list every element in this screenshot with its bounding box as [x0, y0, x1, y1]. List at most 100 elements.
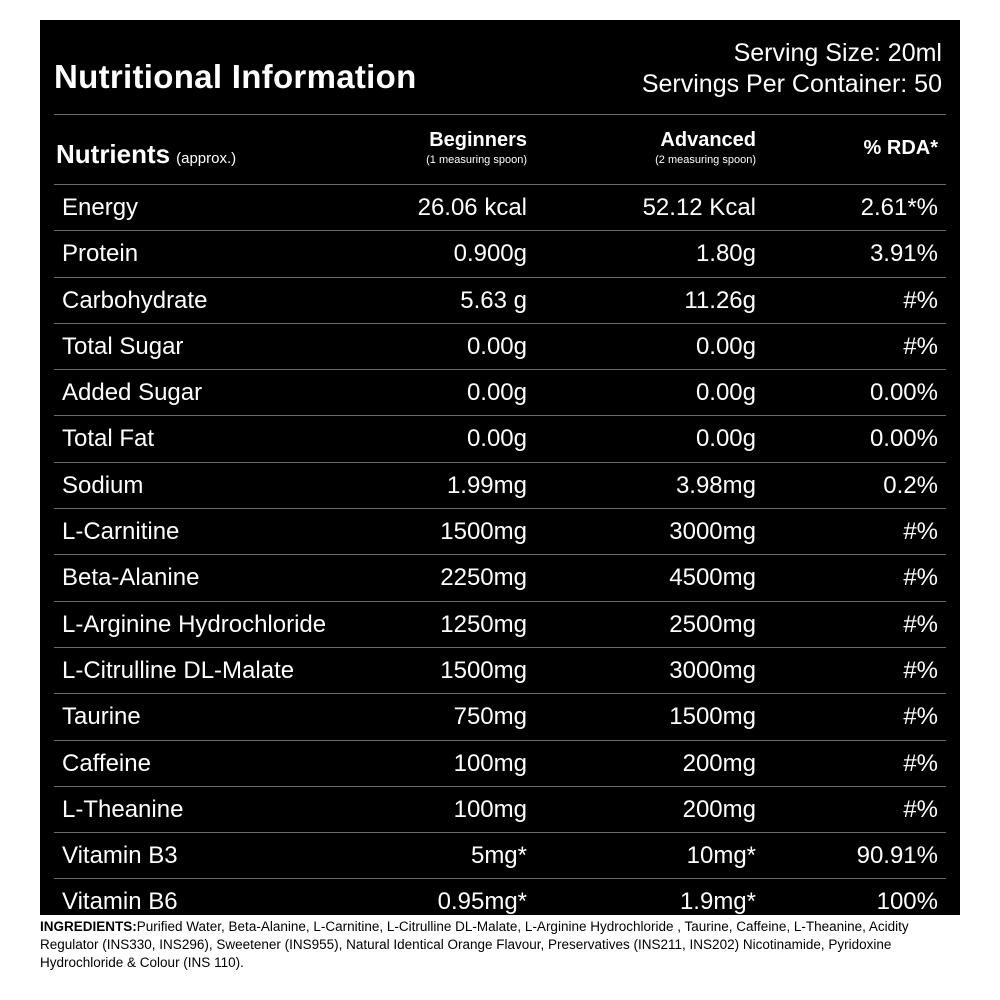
- advanced-value: 3.98mg: [675, 471, 756, 499]
- beginners-sublabel: (1 measuring spoon): [426, 154, 527, 166]
- rda-value: 0.2%: [883, 471, 938, 499]
- ingredients-text: INGREDIENTS:Purified Water, Beta-Alanine…: [40, 918, 965, 972]
- rda-value: #%: [903, 286, 938, 314]
- table-row: L-Arginine Hydrochloride 1250mg 2500mg #%: [54, 600, 946, 647]
- rda-value: #%: [903, 795, 938, 823]
- advanced-value: 200mg: [682, 795, 756, 823]
- rda-value: 0.00%: [869, 379, 938, 407]
- panel-title: Nutritional Information: [54, 58, 417, 95]
- table-row: Energy 26.06 kcal 52.12 Kcal 2.61*%: [54, 184, 946, 230]
- table-header: Nutrients (approx.) Beginners (1 measurin…: [54, 114, 946, 185]
- table-row: L-Theanine 100mg 200mg #%: [54, 785, 946, 832]
- table-row: Carbohydrate 5.63 g 11.26g #%: [54, 276, 946, 323]
- advanced-value: 3000mg: [669, 656, 756, 684]
- nutrient-name: Energy: [62, 194, 139, 221]
- table-row: Beta-Alanine 2250mg 4500mg #%: [54, 554, 946, 600]
- advanced-value: 10mg*: [686, 842, 756, 870]
- serving-size: Serving Size: 20ml: [733, 39, 942, 67]
- rda-label: % RDA*: [863, 137, 938, 159]
- beginners-value: 0.00g: [466, 332, 527, 360]
- beginners-label: Beginners: [429, 129, 527, 151]
- nutrient-table: Energy 26.06 kcal 52.12 Kcal 2.61*% Protein 0…: [54, 184, 946, 925]
- beginners-value: 26.06 kcal: [417, 194, 527, 221]
- beginners-value: 0.95mg*: [437, 888, 527, 916]
- rda-value: #%: [903, 332, 938, 360]
- table-row: Taurine 750mg 1500mg #%: [54, 693, 946, 739]
- beginners-value: 2250mg: [440, 564, 527, 592]
- beginners-column-header: Beginners (1 measuring spoon): [426, 129, 527, 166]
- rda-value: #%: [903, 749, 938, 777]
- rda-value: 2.61*%: [860, 194, 938, 221]
- beginners-value: 1500mg: [440, 518, 527, 546]
- advanced-value: 0.00g: [695, 332, 756, 360]
- nutrient-name: Total Fat: [62, 425, 155, 453]
- nutrient-name: Vitamin B6: [62, 888, 178, 916]
- beginners-value: 0.00g: [466, 425, 527, 453]
- rda-value: #%: [903, 610, 938, 638]
- nutrients-heading: Nutrients (approx.): [56, 139, 236, 170]
- ingredients-list: Purified Water, Beta-Alanine, L-Carnitin…: [40, 919, 909, 970]
- table-row: Added Sugar 0.00g 0.00g 0.00%: [54, 369, 946, 415]
- rda-value: 90.91%: [856, 842, 938, 870]
- nutrient-name: Carbohydrate: [62, 286, 208, 314]
- beginners-value: 100mg: [453, 749, 527, 777]
- advanced-sublabel: (2 measuring spoon): [655, 154, 756, 166]
- advanced-value: 3000mg: [669, 518, 756, 546]
- table-row: L-Citrulline DL-Malate 1500mg 3000mg #%: [54, 646, 946, 693]
- nutrient-name: L-Theanine: [62, 795, 184, 823]
- table-row: Vitamin B6 0.95mg* 1.9mg* 100%: [54, 878, 946, 924]
- advanced-value: 200mg: [682, 749, 756, 777]
- rda-value: #%: [903, 564, 938, 592]
- rda-value: 0.00%: [869, 425, 938, 453]
- ingredients-label: INGREDIENTS:: [40, 919, 137, 934]
- rda-value: 3.91%: [869, 240, 938, 268]
- nutrient-name: Total Sugar: [62, 332, 184, 360]
- beginners-value: 1250mg: [440, 610, 527, 638]
- beginners-value: 750mg: [453, 703, 527, 731]
- nutrition-panel: Nutritional Information Serving Size: 20…: [40, 20, 960, 915]
- advanced-value: 4500mg: [669, 564, 756, 592]
- beginners-value: 5mg*: [470, 842, 527, 870]
- nutrient-name: L-Carnitine: [62, 518, 180, 546]
- rda-value: #%: [903, 703, 938, 731]
- advanced-value: 0.00g: [695, 379, 756, 407]
- advanced-value: 0.00g: [695, 425, 756, 453]
- nutrient-name: Taurine: [62, 703, 141, 731]
- table-row: Sodium 1.99mg 3.98mg 0.2%: [54, 461, 946, 508]
- advanced-label: Advanced: [660, 129, 756, 151]
- table-row: Protein 0.900g 1.80g 3.91%: [54, 230, 946, 276]
- table-row: Total Fat 0.00g 0.00g 0.00%: [54, 415, 946, 461]
- rda-value: 100%: [876, 888, 938, 916]
- rda-value: #%: [903, 518, 938, 546]
- advanced-value: 2500mg: [669, 610, 756, 638]
- nutrient-name: Beta-Alanine: [62, 564, 200, 592]
- table-row: Total Sugar 0.00g 0.00g #%: [54, 322, 946, 369]
- rda-column-header: % RDA*: [864, 137, 938, 160]
- rda-value: #%: [903, 656, 938, 684]
- nutrient-name: Added Sugar: [62, 379, 203, 407]
- advanced-value: 1.80g: [695, 240, 756, 268]
- advanced-column-header: Advanced (2 measuring spoon): [655, 129, 756, 166]
- beginners-value: 0.00g: [466, 379, 527, 407]
- table-row: L-Carnitine 1500mg 3000mg #%: [54, 508, 946, 554]
- nutrient-name: Sodium: [62, 471, 144, 499]
- advanced-value: 1.9mg*: [679, 888, 756, 916]
- beginners-value: 1.99mg: [446, 471, 527, 499]
- nutrient-name: Caffeine: [62, 749, 151, 777]
- nutrient-name: Vitamin B3: [62, 842, 178, 870]
- nutrient-name: L-Citrulline DL-Malate: [62, 656, 295, 684]
- beginners-value: 5.63 g: [460, 286, 527, 314]
- advanced-value: 1500mg: [669, 703, 756, 731]
- nutrients-label: Nutrients: [56, 139, 171, 169]
- table-row: Vitamin B3 5mg* 10mg* 90.91%: [54, 832, 946, 878]
- servings-per-container: Servings Per Container: 50: [641, 70, 942, 98]
- nutrient-name: Protein: [62, 240, 139, 268]
- serving-info: Serving Size: 20ml Servings Per Containe…: [642, 38, 942, 100]
- nutrient-name: L-Arginine Hydrochloride: [62, 610, 327, 638]
- advanced-value: 11.26g: [684, 286, 756, 314]
- beginners-value: 0.900g: [453, 240, 527, 268]
- advanced-value: 52.12 Kcal: [642, 194, 756, 221]
- beginners-value: 100mg: [453, 795, 527, 823]
- approx-label: (approx.): [176, 150, 237, 167]
- beginners-value: 1500mg: [440, 656, 527, 684]
